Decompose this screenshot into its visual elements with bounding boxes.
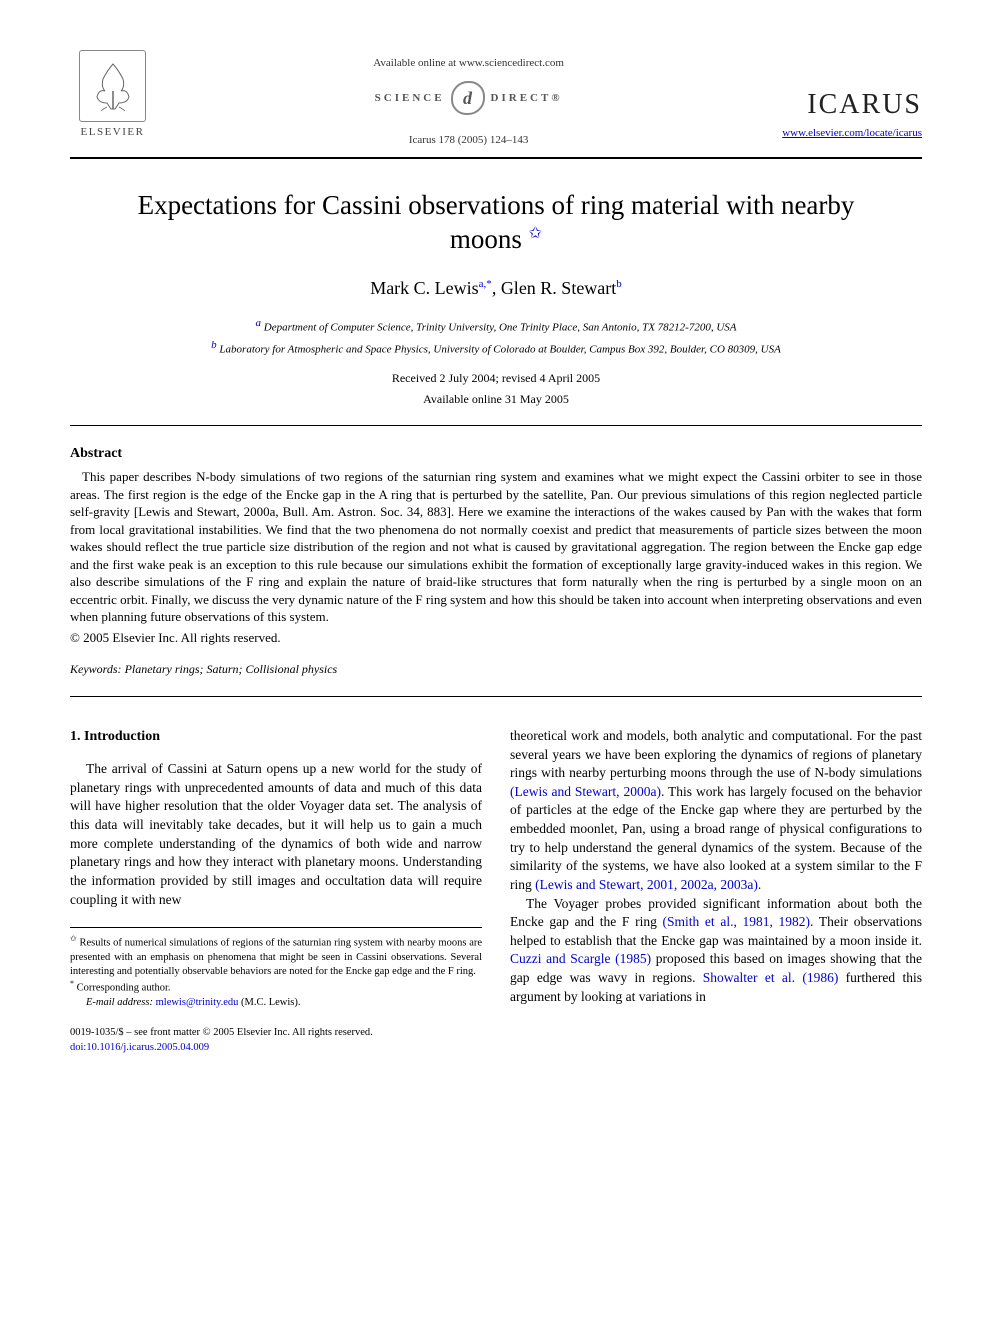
affiliation-a: Department of Computer Science, Trinity … — [264, 322, 737, 334]
keywords-label: Keywords: — [70, 662, 122, 676]
column-right: theoretical work and models, both analyt… — [510, 727, 922, 1010]
affiliation-b: Laboratory for Atmospheric and Space Phy… — [219, 343, 780, 355]
body-columns: 1. Introduction The arrival of Cassini a… — [70, 727, 922, 1010]
date-online: Available online 31 May 2005 — [70, 391, 922, 408]
col2-para-1: theoretical work and models, both analyt… — [510, 727, 922, 895]
paper-title: Expectations for Cassini observations of… — [110, 189, 882, 257]
author-2-sup: b — [616, 278, 622, 290]
doi-link[interactable]: doi:10.1016/j.icarus.2005.04.009 — [70, 1042, 209, 1053]
footer-block: 0019-1035/$ – see front matter © 2005 El… — [70, 1026, 922, 1055]
footnote-corresponding: * Corresponding author. — [70, 979, 482, 996]
journal-reference: Icarus 178 (2005) 124–143 — [155, 133, 782, 148]
publisher-logo: ELSEVIER — [70, 50, 155, 145]
col1-para-1: The arrival of Cassini at Saturn opens u… — [70, 760, 482, 909]
footnote-star-icon: ✩ — [70, 934, 77, 943]
journal-name: ICARUS — [782, 85, 922, 124]
author-2: Glen R. Stewart — [501, 278, 616, 298]
keywords-text: Planetary rings; Saturn; Collisional phy… — [125, 662, 338, 676]
cite-showalter[interactable]: Showalter et al. (1986) — [703, 970, 839, 985]
author-1: Mark C. Lewis — [370, 278, 478, 298]
abstract-heading: Abstract — [70, 444, 922, 464]
authors-line: Mark C. Lewisa,*, Glen R. Stewartb — [70, 276, 922, 301]
title-star-icon: ✩ — [529, 225, 542, 242]
date-received: Received 2 July 2004; revised 4 April 20… — [70, 370, 922, 387]
publisher-name: ELSEVIER — [81, 125, 145, 140]
cite-smith[interactable]: (Smith et al., 1981, 1982) — [663, 914, 811, 929]
elsevier-tree-icon — [79, 50, 146, 122]
col2-p1c: . — [758, 877, 761, 892]
paper-page: ELSEVIER Available online at www.science… — [0, 0, 992, 1095]
affiliations: a Department of Computer Science, Trinit… — [70, 315, 922, 357]
email-label: E-mail address: — [86, 997, 153, 1008]
author-1-sup: a,* — [479, 278, 492, 290]
paper-header: ELSEVIER Available online at www.science… — [70, 50, 922, 149]
abstract-text: This paper describes N-body simulations … — [70, 468, 922, 626]
sd-right: DIRECT® — [491, 91, 563, 106]
header-rule — [70, 157, 922, 159]
corresponding-text: Corresponding author. — [77, 983, 171, 994]
science-direct-logo: SCIENCE d DIRECT® — [375, 81, 563, 115]
journal-url-link[interactable]: www.elsevier.com/locate/icarus — [782, 126, 922, 141]
footnote-star-text: Results of numerical simulations of regi… — [70, 938, 482, 977]
abstract-copyright: © 2005 Elsevier Inc. All rights reserved… — [70, 629, 922, 647]
footnote-star: ✩ Results of numerical simulations of re… — [70, 934, 482, 979]
column-left: 1. Introduction The arrival of Cassini a… — [70, 727, 482, 1010]
email-link[interactable]: mlewis@trinity.edu — [156, 997, 239, 1008]
cite-lewis-multi[interactable]: (Lewis and Stewart, 2001, 2002a, 2003a) — [535, 877, 758, 892]
issn-line: 0019-1035/$ – see front matter © 2005 El… — [70, 1026, 922, 1041]
footnotes-block: ✩ Results of numerical simulations of re… — [70, 927, 482, 1010]
section-1-heading: 1. Introduction — [70, 727, 482, 746]
title-text: Expectations for Cassini observations of… — [138, 190, 855, 254]
cite-lewis-2000a[interactable]: (Lewis and Stewart, 2000a) — [510, 784, 661, 799]
footnote-email: E-mail address: mlewis@trinity.edu (M.C.… — [70, 996, 482, 1010]
journal-name-block: ICARUS www.elsevier.com/locate/icarus — [782, 50, 922, 142]
keywords-line: Keywords: Planetary rings; Saturn; Colli… — [70, 661, 922, 678]
sd-d-icon: d — [451, 81, 485, 115]
cite-cuzzi[interactable]: Cuzzi and Scargle (1985) — [510, 951, 651, 966]
col2-para-2: The Voyager probes provided significant … — [510, 895, 922, 1007]
footnote-asterisk-icon: * — [70, 979, 74, 988]
col2-p1a: theoretical work and models, both analyt… — [510, 728, 922, 780]
available-online-text: Available online at www.sciencedirect.co… — [155, 56, 782, 71]
header-center: Available online at www.sciencedirect.co… — [155, 50, 782, 149]
rule-2 — [70, 696, 922, 697]
email-suffix: (M.C. Lewis). — [241, 997, 301, 1008]
col2-p1b: . This work has largely focused on the b… — [510, 784, 922, 892]
sd-left: SCIENCE — [375, 91, 445, 106]
rule-1 — [70, 425, 922, 426]
